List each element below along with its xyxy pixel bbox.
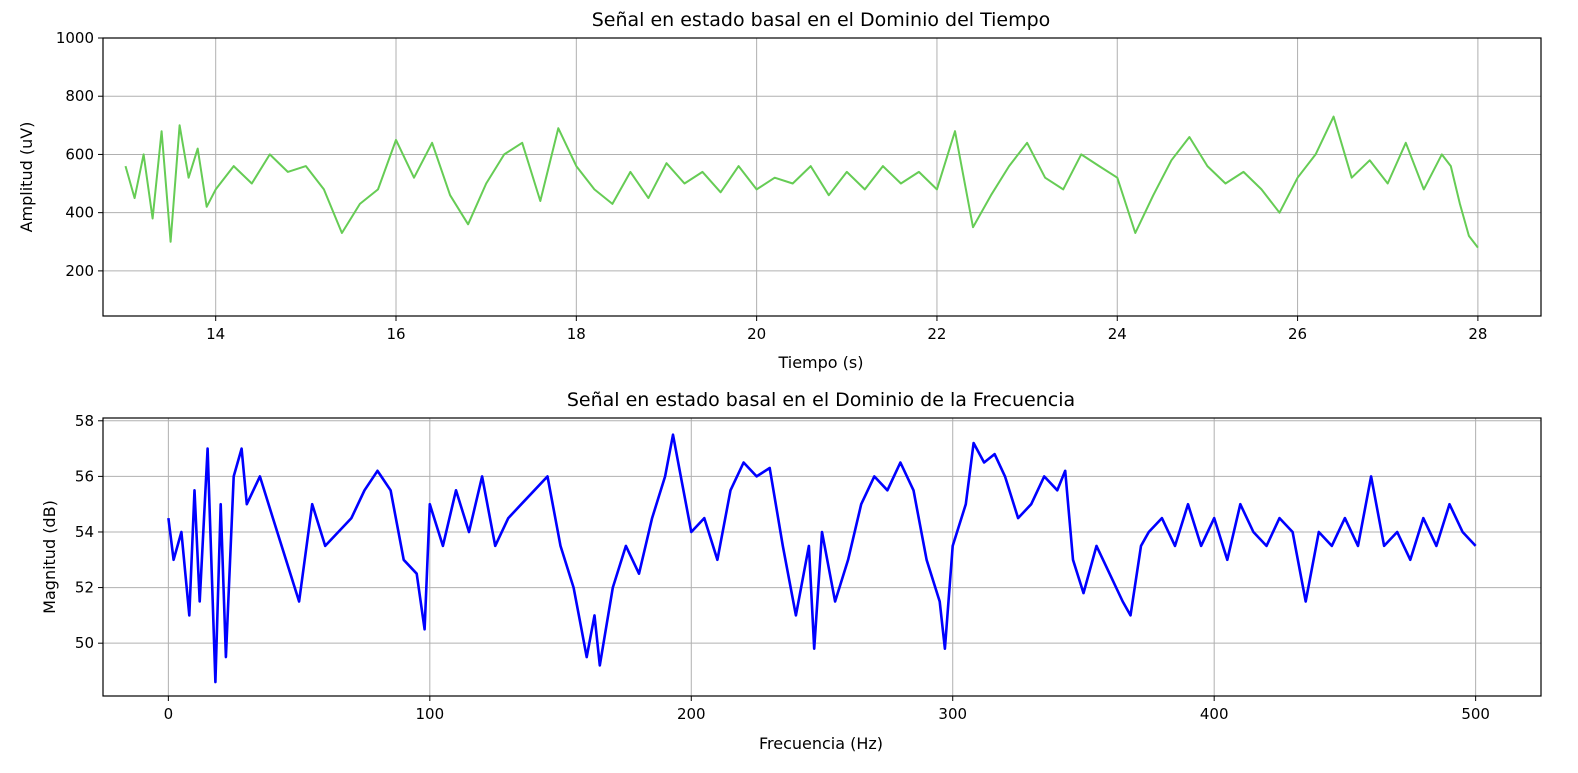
frequency-domain-title: Señal en estado basal en el Dominio de l…: [567, 389, 1075, 411]
x-tick-label: 400: [1200, 705, 1229, 723]
y-tick-label: 600: [65, 145, 94, 163]
y-tick-label: 800: [65, 87, 94, 105]
y-tick-label: 54: [75, 523, 94, 541]
x-tick-label: 20: [747, 325, 766, 343]
x-tick-label: 100: [415, 705, 444, 723]
series-line: [167, 433, 1477, 684]
plot-frame: [102, 417, 1542, 697]
x-tick-label: 16: [386, 325, 405, 343]
time-domain-axes: Señal en estado basal en el Dominio del …: [17, 9, 1542, 372]
x-tick-label: 26: [1288, 325, 1307, 343]
frequency-domain-ylabel: Magnitud (dB): [40, 500, 59, 614]
y-tick-label: 1000: [56, 29, 94, 47]
x-tick-label: 28: [1468, 325, 1487, 343]
x-tick-label: 300: [938, 705, 967, 723]
x-tick-label: 0: [164, 705, 174, 723]
time-domain-ylabel: Amplitud (uV): [17, 122, 36, 233]
x-tick-label: 500: [1461, 705, 1490, 723]
time-domain-xlabel: Tiempo (s): [777, 353, 863, 372]
x-tick-label: 22: [927, 325, 946, 343]
x-tick-label: 18: [567, 325, 586, 343]
y-tick-label: 52: [75, 579, 94, 597]
x-tick-label: 14: [206, 325, 225, 343]
plot-frame: [102, 37, 1542, 317]
frequency-domain-xlabel: Frecuencia (Hz): [759, 734, 883, 753]
y-tick-label: 400: [65, 204, 94, 222]
y-tick-label: 200: [65, 262, 94, 280]
y-tick-label: 58: [75, 412, 94, 430]
frequency-domain-axes: Señal en estado basal en el Dominio de l…: [40, 389, 1542, 753]
x-tick-label: 24: [1108, 325, 1127, 343]
series-line: [124, 115, 1479, 249]
y-tick-label: 56: [75, 467, 94, 485]
y-tick-label: 50: [75, 634, 94, 652]
x-tick-label: 200: [677, 705, 706, 723]
time-domain-title: Señal en estado basal en el Dominio del …: [592, 9, 1051, 31]
